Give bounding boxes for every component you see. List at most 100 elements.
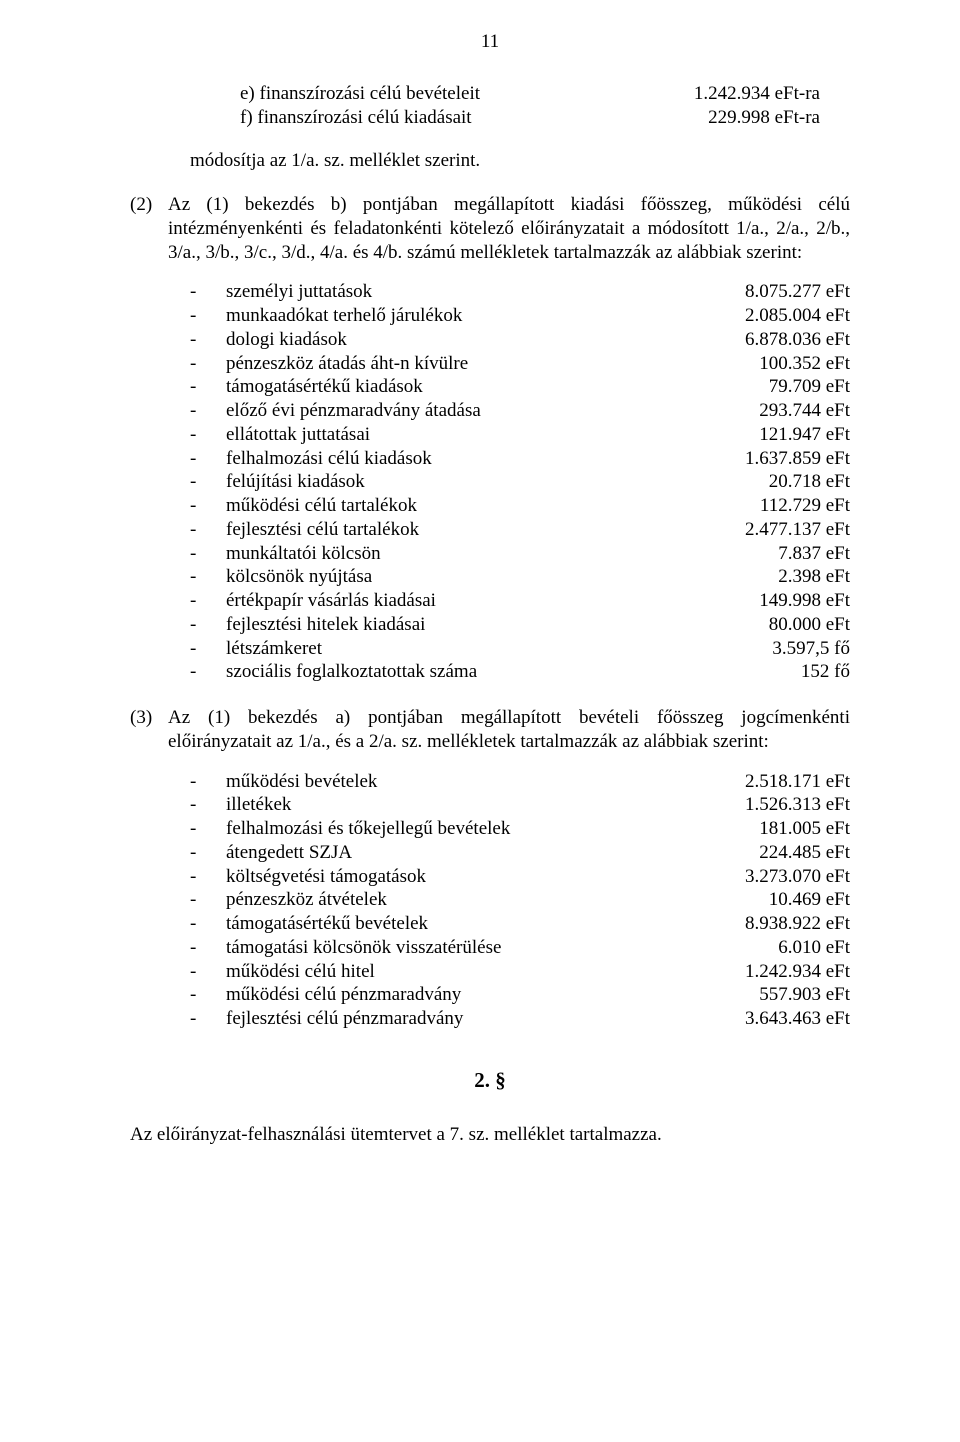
list-item-value: 1.526.313 eFt [745,793,850,817]
list-3: -működési bevételek2.518.171 eFt-illeték… [130,770,850,1031]
dash-icon: - [190,960,200,984]
list-item: -működési célú tartalékok112.729 eFt [190,494,850,518]
list-item-label: -szociális foglalkoztatottak száma [190,660,477,684]
dash-icon: - [190,770,200,794]
dash-icon: - [190,936,200,960]
list-item-value: 3.273.070 eFt [745,865,850,889]
list-item-value: 2.085.004 eFt [745,304,850,328]
list-item-text: létszámkeret [226,637,322,661]
list-item-label: -dologi kiadások [190,328,347,352]
list-item-text: működési célú tartalékok [226,494,417,518]
list-item-text: fejlesztési célú tartalékok [226,518,419,542]
dash-icon: - [190,817,200,841]
list-item-text: ellátottak juttatásai [226,423,370,447]
list-item: -szociális foglalkoztatottak száma 152 fő [190,660,850,684]
dash-icon: - [190,447,200,471]
page-number: 11 [130,30,850,54]
list-item: - fejlesztési célú tartalékok 2.477.137 eF… [190,518,850,542]
list-item-text: személyi juttatások [226,280,372,304]
list-item-label: - támogatásértékű kiadások [190,375,423,399]
list-item-value: 79.709 eFt [769,375,850,399]
list-item-value: 8.075.277 eFt [745,280,850,304]
list-item-label: -illetékek [190,793,291,817]
list-item-value: 1.637.859 eFt [745,447,850,471]
list-item: -dologi kiadások 6.878.036 eFt [190,328,850,352]
dash-icon: - [190,470,200,494]
list-item: -létszámkeret 3.597,5 fő [190,637,850,661]
list-item-text: támogatási kölcsönök visszatérülése [226,936,501,960]
list-item: -kölcsönök nyújtása2.398 eFt [190,565,850,589]
list-item: -felhalmozási célú kiadások 1.637.859 eFt [190,447,850,471]
list-item-value: 2.398 eFt [778,565,850,589]
list-item-text: fejlesztési hitelek kiadásai [226,613,425,637]
footer-line: Az előirányzat-felhasználási ütemtervet … [130,1123,850,1147]
list-item-value: 2.477.137 eFt [745,518,850,542]
dash-icon: - [190,399,200,423]
dash-icon: - [190,613,200,637]
list-item-label: -pénzeszköz átadás áht-n kívülre [190,352,468,376]
list-item-value: 557.903 eFt [759,983,850,1007]
letter-label: f) finanszírozási célú kiadásait [240,106,472,130]
list-item: - értékpapír vásárlás kiadásai 149.998 eFt [190,589,850,613]
list-item-text: felhalmozási és tőkejellegű bevételek [226,817,510,841]
list-item-value: 6.878.036 eFt [745,328,850,352]
list-item: -pénzeszköz átadás áht-n kívülre 100.352 … [190,352,850,376]
dash-icon: - [190,518,200,542]
dash-icon: - [190,912,200,936]
letter-value: 1.242.934 eFt-ra [694,82,820,106]
list-item-value: 100.352 eFt [759,352,850,376]
list-item-text: támogatásértékű kiadások [226,375,423,399]
list-item-label: - pénzeszköz átvételek [190,888,387,912]
list-item: -működési célú hitel1.242.934 eFt [190,960,850,984]
dash-icon: - [190,375,200,399]
dash-icon: - [190,304,200,328]
list-item: -támogatási kölcsönök visszatérülése6.01… [190,936,850,960]
list-item: -fejlesztési hitelek kiadásai80.000 eFt [190,613,850,637]
letter-row: f) finanszírozási célú kiadásait 229.998… [240,106,850,130]
list-item: -ellátottak juttatásai121.947 eFt [190,423,850,447]
document-page: 11 e) finanszírozási célú bevételeit 1.2… [0,0,960,1442]
list-item: -személyi juttatások8.075.277 eFt [190,280,850,304]
list-item-label: -előző évi pénzmaradvány átadása [190,399,481,423]
list-item-label: -létszámkeret [190,637,322,661]
list-item: -munkáltatói kölcsön7.837 eFt [190,542,850,566]
section-body: Az (1) bekezdés a) pontjában megállapíto… [168,706,850,754]
letter-label: e) finanszírozási célú bevételeit [240,82,480,106]
list-item-value: 3.597,5 fő [772,637,850,661]
list-item-text: támogatásértékű bevételek [226,912,428,936]
list-item-text: kölcsönök nyújtása [226,565,372,589]
list-item-label: - fejlesztési célú tartalékok [190,518,419,542]
list-item-label: -működési célú pénzmaradvány [190,983,461,1007]
list-item: -előző évi pénzmaradvány átadása 293.744 … [190,399,850,423]
list-2: -személyi juttatások8.075.277 eFt-munkaa… [130,280,850,684]
list-item-value: 152 fő [801,660,850,684]
list-item: - támogatásértékű bevételek 8.938.922 eFt [190,912,850,936]
dash-icon: - [190,589,200,613]
list-item-label: - támogatási kölcsönök visszatérülése [190,936,501,960]
dash-icon: - [190,888,200,912]
list-item-label: -munkáltatói kölcsön [190,542,381,566]
dash-icon: - [190,793,200,817]
list-item-value: 20.718 eFt [769,470,850,494]
section-number-heading: 2. § [130,1067,850,1093]
list-item-value: 293.744 eFt [759,399,850,423]
list-item-value: 224.485 eFt [759,841,850,865]
list-item-text: fejlesztési célú pénzmaradvány [226,1007,463,1031]
list-item-label: -költségvetési támogatások [190,865,426,889]
section-3: (3) Az (1) bekezdés a) pontjában megálla… [130,706,850,754]
list-item-value: 8.938.922 eFt [745,912,850,936]
dash-icon: - [190,660,200,684]
modification-line: módosítja az 1/a. sz. melléklet szerint. [130,149,850,173]
section-marker: (3) [130,706,168,754]
letters-block: e) finanszírozási célú bevételeit 1.242.… [130,82,850,130]
list-item-label: -felhalmozási célú kiadások [190,447,432,471]
dash-icon: - [190,1007,200,1031]
list-item-text: értékpapír vásárlás kiadásai [226,589,436,613]
dash-icon: - [190,865,200,889]
list-item-label: - felhalmozási és tőkejellegű bevételek [190,817,510,841]
dash-icon: - [190,352,200,376]
list-item-text: pénzeszköz átvételek [226,888,387,912]
list-item-text: működési bevételek [226,770,377,794]
dash-icon: - [190,328,200,352]
list-item-value: 149.998 eFt [759,589,850,613]
